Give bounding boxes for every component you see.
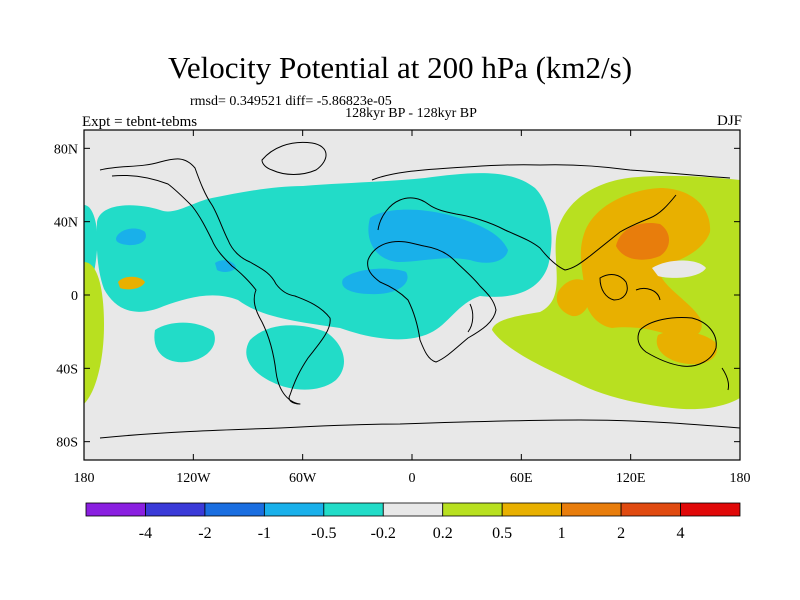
madagascar-coastline bbox=[467, 303, 474, 333]
colorbar-label: -4 bbox=[139, 525, 152, 542]
colorbar-swatch bbox=[204, 502, 265, 517]
lon-tick-label: 0 bbox=[409, 471, 416, 486]
africa-coastline bbox=[367, 241, 497, 363]
negative-core-caribbean bbox=[215, 260, 236, 272]
colorbar-swatch bbox=[323, 502, 384, 517]
colorbar: -4 -2 -1 -0.5 -0.2 0.2 0.5 1 2 4 bbox=[85, 502, 741, 542]
positive-peak-china bbox=[616, 222, 669, 260]
lon-tick-label: 60E bbox=[510, 471, 533, 486]
lon-tick-label: 60W bbox=[289, 471, 317, 486]
lat-tick-label: 40N bbox=[54, 216, 78, 231]
eurasia-south-coastline bbox=[377, 194, 677, 271]
colorbar-swatch bbox=[561, 502, 622, 517]
positive-core-australia bbox=[656, 330, 717, 365]
americas-coastline bbox=[99, 158, 331, 405]
colorbar-swatch bbox=[442, 502, 503, 517]
greenland-coastline bbox=[261, 141, 327, 175]
lat-tick-label: 0 bbox=[71, 289, 78, 304]
longitude-axis: 180 120W 60W 0 60E 120E 180 bbox=[74, 130, 751, 486]
positive-core-indian-ocean bbox=[556, 279, 591, 317]
lat-tick-label: 80S bbox=[56, 436, 78, 451]
positive-core-east-pacific bbox=[118, 276, 145, 290]
lon-tick-label: 120W bbox=[176, 471, 211, 486]
antarctica-coastline bbox=[99, 419, 740, 439]
negative-region-south-pacific bbox=[154, 322, 215, 363]
australia-coastline bbox=[637, 317, 717, 367]
experiment-label: Expt = tebnt-tebms bbox=[82, 114, 198, 130]
colorbar-label: -0.5 bbox=[311, 525, 336, 542]
lat-tick-label: 80N bbox=[54, 142, 78, 157]
contour-field bbox=[84, 130, 740, 460]
colorbar-label: 4 bbox=[677, 525, 685, 542]
colorbar-label: 1 bbox=[558, 525, 566, 542]
latitude-axis: 80N 40N 0 40S 80S bbox=[54, 142, 740, 451]
eurasia-north-coastline bbox=[371, 164, 731, 181]
period-label: 128kyr BP - 128kyr BP bbox=[345, 106, 477, 121]
negative-core-pacific bbox=[116, 228, 146, 246]
colorbar-label: -0.2 bbox=[371, 525, 396, 542]
lat-tick-label: 40S bbox=[56, 362, 78, 377]
neutral-hole-pacific bbox=[652, 260, 706, 278]
colorbar-swatch bbox=[382, 502, 444, 517]
colorbar-swatch bbox=[85, 502, 146, 517]
new-zealand-coastline bbox=[721, 367, 729, 391]
colorbar-label: -1 bbox=[258, 525, 271, 542]
positive-core-east-asia bbox=[580, 188, 711, 338]
colorbar-swatch bbox=[501, 502, 563, 517]
colorbar-label: 2 bbox=[617, 525, 625, 542]
lon-tick-label: 180 bbox=[730, 471, 751, 486]
colorbar-swatch bbox=[620, 502, 681, 517]
lon-tick-label: 120E bbox=[616, 471, 646, 486]
colorbar-label: -2 bbox=[198, 525, 211, 542]
season-label: DJF bbox=[716, 113, 742, 129]
colorbar-label: 0.5 bbox=[492, 525, 512, 542]
colorbar-swatch bbox=[680, 502, 741, 517]
coastlines bbox=[99, 141, 740, 439]
lon-tick-label: 180 bbox=[74, 471, 95, 486]
statistics-line: rmsd= 0.349521 diff= -5.86823e-05 bbox=[190, 94, 392, 109]
map-title: Velocity Potential at 200 hPa (km2/s) bbox=[167, 50, 633, 85]
negative-region-south-america bbox=[246, 325, 345, 390]
colorbar-label: 0.2 bbox=[433, 525, 453, 542]
colorbar-swatch bbox=[263, 502, 325, 517]
negative-core-africa-europe bbox=[368, 209, 508, 263]
colorbar-swatch bbox=[145, 502, 206, 517]
maritime-continent-coastline bbox=[599, 274, 661, 301]
